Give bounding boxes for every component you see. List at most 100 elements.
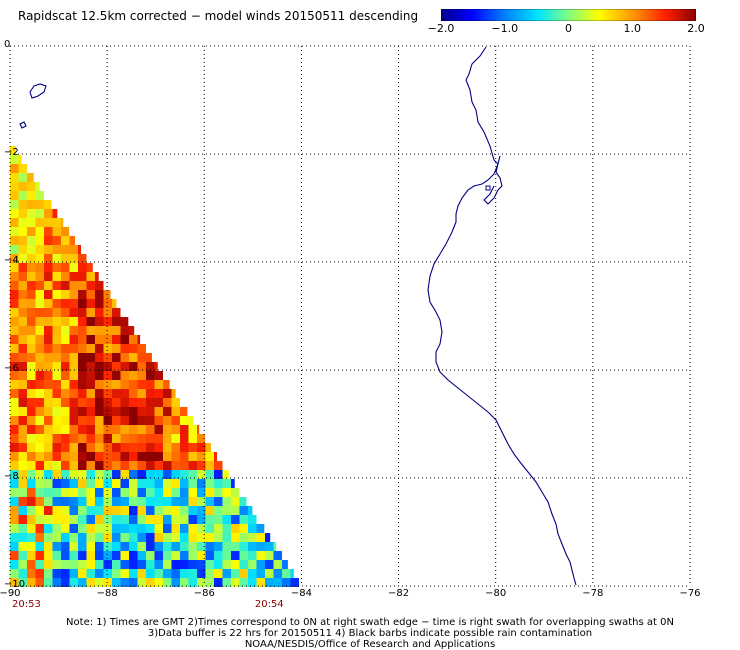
- swath-cell: [180, 524, 189, 533]
- swath-cell: [180, 515, 189, 524]
- swath-cell: [129, 416, 138, 425]
- swath-cell: [10, 326, 19, 335]
- swath-cell: [18, 506, 27, 515]
- swath-cell: [86, 425, 95, 434]
- swath-cell: [44, 542, 53, 551]
- swath-cell: [112, 407, 121, 416]
- swath-cell: [171, 452, 180, 461]
- lat-lon-grid: [9, 45, 691, 587]
- swath-cell: [120, 461, 129, 470]
- swath-cell: [18, 191, 27, 200]
- swath-cell: [44, 497, 53, 506]
- swath-cell: [35, 317, 44, 326]
- swath-cell: [78, 344, 87, 353]
- swath-cell: [120, 407, 129, 416]
- swath-cell: [146, 551, 155, 560]
- swath-cell: [86, 452, 95, 461]
- swath-cell: [35, 569, 44, 578]
- swath-cell: [197, 479, 206, 488]
- swath-cell: [78, 272, 87, 281]
- swath-cell: [52, 416, 61, 425]
- swath-cell: [18, 272, 27, 281]
- swath-cell: [18, 164, 27, 173]
- swath-cell: [95, 317, 104, 326]
- swath-cell: [137, 398, 146, 407]
- swath-cell: [61, 497, 70, 506]
- swath-cell: [154, 497, 163, 506]
- swath-cell: [231, 533, 240, 542]
- swath-cell: [10, 362, 19, 371]
- swath-cell: [35, 425, 44, 434]
- swath-cell: [10, 155, 19, 164]
- swath-cell: [112, 353, 121, 362]
- swath-cell: [61, 398, 70, 407]
- swath-cell: [61, 407, 70, 416]
- islet-outline: [19, 121, 27, 129]
- swath-cell: [248, 506, 253, 515]
- swath-cell: [214, 578, 223, 587]
- swath-cell: [112, 425, 121, 434]
- swath-cell: [27, 218, 36, 227]
- swath-cell: [35, 308, 44, 317]
- swath-cell: [188, 470, 197, 479]
- swath-cell: [222, 479, 231, 488]
- swath-cell: [61, 479, 70, 488]
- swath-cell: [256, 533, 265, 542]
- swath-cell: [95, 551, 104, 560]
- swath-cell: [171, 461, 180, 470]
- swath-cell: [188, 506, 197, 515]
- swath-cell: [188, 533, 197, 542]
- swath-cell: [61, 335, 70, 344]
- swath-cell: [35, 551, 44, 560]
- swath-cell: [27, 506, 36, 515]
- swath-cell: [52, 578, 61, 587]
- swath-cell: [239, 560, 248, 569]
- swath-cell: [10, 443, 19, 452]
- swath-cell: [95, 443, 104, 452]
- swath-cell: [112, 398, 121, 407]
- swath-cell: [86, 362, 95, 371]
- swath-cell: [44, 254, 53, 263]
- swath-cell: [205, 488, 214, 497]
- swath-cell: [231, 479, 235, 488]
- swath-cell: [61, 461, 70, 470]
- swath-cell: [78, 317, 87, 326]
- swath-cell: [86, 560, 95, 569]
- swath-cell: [214, 569, 223, 578]
- swath-cell: [78, 434, 87, 443]
- swath-cell: [35, 290, 44, 299]
- swath-cell: [120, 524, 129, 533]
- swath-cell: [137, 416, 146, 425]
- swath-cell: [163, 533, 172, 542]
- swath-cell: [44, 398, 53, 407]
- swath-cell: [180, 578, 189, 587]
- swath-cell: [154, 542, 163, 551]
- swath-cell: [27, 290, 36, 299]
- swath-cell: [69, 560, 78, 569]
- note-line-2: 3)Data buffer is 22 hrs for 20150511 4) …: [147, 628, 593, 639]
- swath-cell: [154, 533, 163, 542]
- swath-time-label: 20:53: [12, 599, 41, 610]
- swath-cell: [78, 416, 87, 425]
- swath-cell: [10, 353, 19, 362]
- swath-cell: [129, 515, 138, 524]
- swath-cell: [18, 362, 27, 371]
- swath-cell: [44, 362, 53, 371]
- swath-cell: [61, 389, 70, 398]
- swath-cell: [35, 191, 44, 200]
- swath-cell: [27, 191, 36, 200]
- swath-cell: [103, 407, 112, 416]
- swath-cell: [103, 461, 112, 470]
- swath-cell: [180, 443, 189, 452]
- swath-cell: [129, 398, 138, 407]
- swath-cell: [78, 542, 87, 551]
- swath-cell: [35, 353, 44, 362]
- swath-cell: [10, 578, 19, 587]
- swath-cell: [52, 497, 61, 506]
- swath-cell: [239, 497, 247, 506]
- swath-cell: [52, 389, 61, 398]
- swath-cell: [171, 497, 180, 506]
- swath-cell: [69, 488, 78, 497]
- swath-cell: [129, 551, 138, 560]
- swath-cell: [146, 497, 155, 506]
